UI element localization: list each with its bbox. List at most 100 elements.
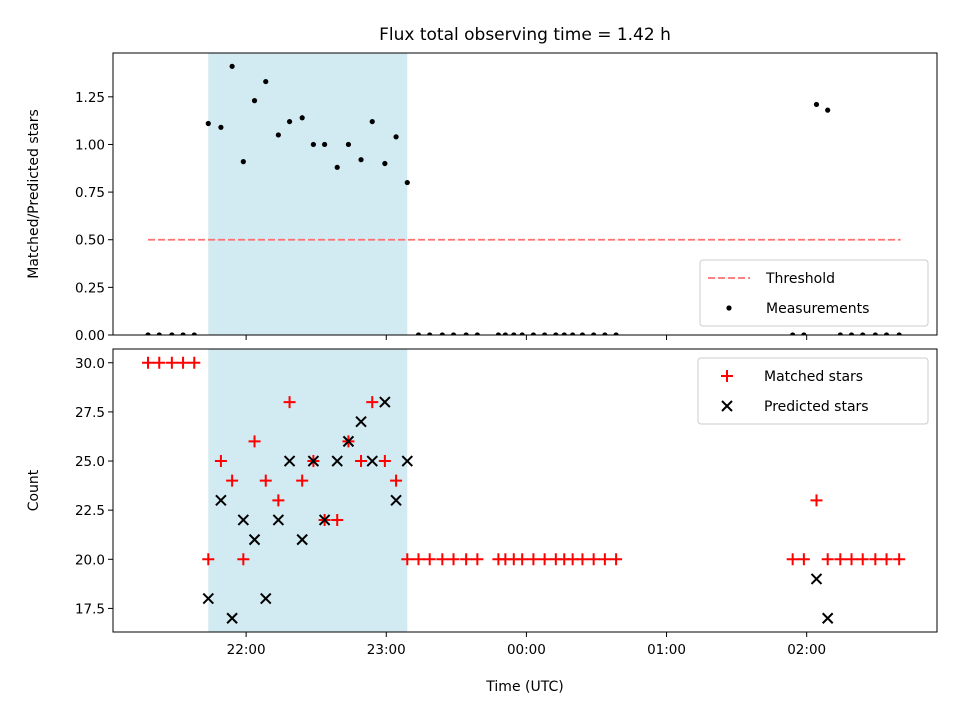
x-tick-label: 22:00 <box>227 642 266 658</box>
data-point <box>883 332 890 335</box>
data-point <box>226 474 239 487</box>
data-point <box>576 553 589 566</box>
observing-interval-band <box>208 349 408 632</box>
legend-label: Matched stars <box>764 369 863 385</box>
y-tick-label: 0.00 <box>75 328 105 344</box>
data-point <box>215 494 227 507</box>
legend: Matched stars Predicted stars <box>697 357 929 425</box>
legend-box <box>697 357 929 425</box>
data-point <box>602 332 608 335</box>
data-point <box>538 553 551 566</box>
x-tick-label: 01:00 <box>647 642 686 658</box>
data-point <box>463 332 469 335</box>
legend-swatch <box>721 370 733 382</box>
data-point <box>214 455 227 468</box>
data-point <box>810 494 823 507</box>
y-tick-label: 20.0 <box>75 552 105 568</box>
data-point <box>390 494 402 507</box>
data-point <box>530 332 537 335</box>
data-point <box>401 553 414 566</box>
data-point <box>260 592 272 605</box>
data-point <box>299 115 305 121</box>
data-point <box>355 455 368 468</box>
y-tick-label: 0.25 <box>75 280 105 296</box>
data-point <box>801 332 807 335</box>
data-point <box>318 514 331 526</box>
y-tick-label: 1.25 <box>75 90 105 106</box>
data-point <box>180 332 186 335</box>
data-point <box>142 356 155 369</box>
chart-title: Flux total observing time = 1.42 h <box>379 25 671 45</box>
legend-label: Threshold <box>765 271 835 287</box>
data-point <box>331 513 344 526</box>
data-point <box>436 553 449 566</box>
data-point <box>248 435 261 448</box>
data-point <box>334 164 340 170</box>
data-point <box>450 332 457 335</box>
data-point <box>218 124 224 130</box>
data-point <box>474 332 480 335</box>
y-axis-label: Count <box>26 469 42 511</box>
legend: Threshold Measurements <box>699 259 929 327</box>
legend-box <box>699 259 929 327</box>
data-point <box>345 141 352 148</box>
data-point <box>837 332 843 335</box>
ratio-panel: 0.00 0.25 0.50 0.75 1.00 1.25 Matched/Predicte… <box>26 52 938 344</box>
data-point <box>401 455 413 467</box>
data-point <box>378 455 391 468</box>
axes-frame <box>112 52 938 336</box>
data-point <box>188 356 201 369</box>
data-point <box>834 553 847 566</box>
data-point <box>813 101 820 108</box>
data-point <box>259 474 272 487</box>
data-point <box>790 332 796 335</box>
data-point <box>439 332 445 335</box>
legend-label: Measurements <box>766 301 869 317</box>
data-point <box>390 474 403 487</box>
data-point <box>379 396 391 408</box>
y-tick-label: 22.5 <box>75 503 105 519</box>
data-point <box>860 332 866 335</box>
data-point <box>366 455 378 467</box>
legend-swatch <box>726 305 732 311</box>
data-point <box>869 553 882 566</box>
data-point <box>797 553 810 566</box>
data-point <box>169 332 175 335</box>
data-point <box>880 553 893 566</box>
data-point <box>205 120 211 127</box>
data-point <box>251 98 258 104</box>
observing-interval-band <box>208 53 408 335</box>
axes-frame <box>112 348 938 633</box>
data-point <box>296 533 308 546</box>
data-point <box>423 553 436 566</box>
data-point <box>226 612 238 624</box>
data-point <box>229 63 235 69</box>
data-point <box>810 573 823 585</box>
y-axis-label: Matched/Predicted stars <box>26 109 42 279</box>
legend-label: Predicted stars <box>764 399 869 415</box>
data-point <box>342 435 355 448</box>
data-point <box>145 332 151 335</box>
data-point <box>896 332 902 335</box>
data-point <box>263 78 269 85</box>
data-point <box>542 332 548 335</box>
data-point <box>322 141 328 148</box>
data-point <box>202 553 215 566</box>
data-point <box>553 332 559 335</box>
data-point <box>283 396 296 409</box>
data-point <box>237 553 250 566</box>
legend-swatch <box>721 400 733 412</box>
data-point <box>165 356 178 369</box>
data-markers <box>142 356 906 624</box>
y-tick-label: 0.75 <box>75 185 105 201</box>
data-point <box>202 592 215 605</box>
y-tick-label: 0.50 <box>75 233 105 249</box>
data-point <box>358 157 364 163</box>
data-point <box>355 416 367 428</box>
data-point <box>156 332 162 335</box>
data-point <box>415 332 422 335</box>
data-point <box>821 612 834 624</box>
data-point <box>502 332 508 335</box>
data-point <box>272 514 285 526</box>
data-point <box>527 553 540 566</box>
